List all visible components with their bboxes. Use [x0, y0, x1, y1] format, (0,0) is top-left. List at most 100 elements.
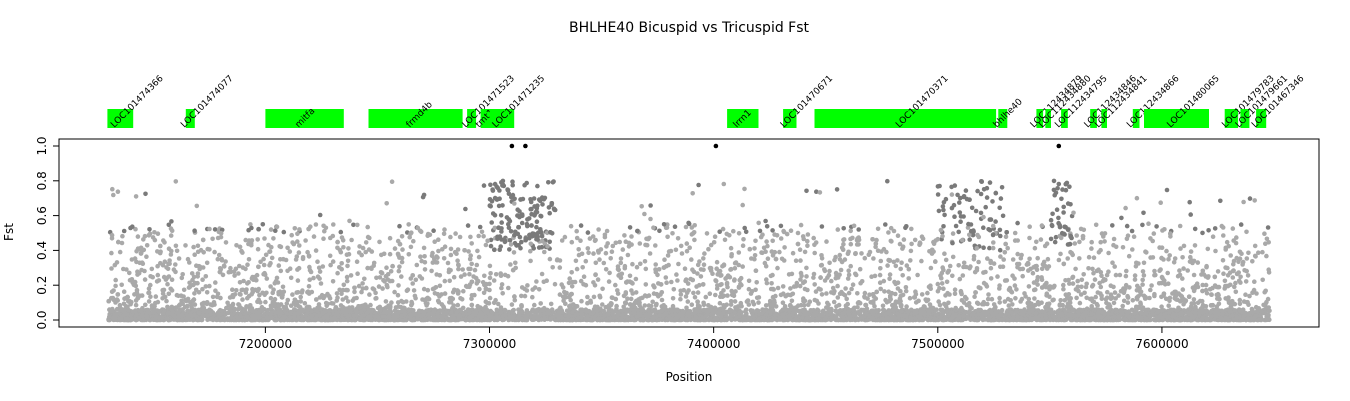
- fst-point: [862, 290, 868, 296]
- fst-point: [529, 211, 534, 217]
- fst-point: [346, 246, 351, 251]
- fst-point: [717, 268, 723, 274]
- fst-point: [780, 300, 786, 306]
- fst-point: [120, 233, 125, 239]
- fst-point: [840, 291, 846, 297]
- fst-point: [1188, 212, 1193, 217]
- fst-point: [297, 243, 302, 248]
- fst-point: [547, 256, 553, 262]
- fst-point: [973, 208, 979, 214]
- fst-point: [303, 238, 308, 243]
- fst-point: [635, 228, 640, 234]
- fst-point: [1200, 230, 1205, 236]
- fst-point: [610, 243, 616, 249]
- fst-point: [446, 267, 452, 273]
- fst-point: [1063, 278, 1068, 283]
- fst-point: [408, 231, 413, 237]
- fst-point: [878, 266, 883, 271]
- fst-point: [913, 292, 919, 297]
- fst-point: [724, 280, 730, 286]
- fst-point: [432, 239, 438, 244]
- fst-point: [978, 191, 984, 197]
- x-axis-label: Position: [665, 370, 713, 384]
- fst-point: [790, 250, 796, 256]
- fst-point: [422, 297, 428, 303]
- fst-point: [1111, 236, 1117, 242]
- fst-point: [1252, 279, 1257, 285]
- fst-point: [925, 290, 930, 296]
- fst-point: [395, 300, 401, 305]
- fst-point: [389, 179, 395, 184]
- fst-point: [683, 294, 689, 299]
- fst-point: [215, 256, 221, 262]
- fst-point: [187, 284, 193, 289]
- fst-point: [736, 284, 742, 290]
- fst-point: [1031, 287, 1037, 293]
- fst-point: [458, 274, 464, 279]
- fst-point: [266, 242, 271, 248]
- fst-point: [1156, 281, 1162, 286]
- fst-point: [1093, 294, 1098, 300]
- fst-point: [119, 240, 125, 246]
- fst-point: [1086, 254, 1092, 260]
- fst-point: [981, 225, 986, 230]
- fst-point: [1181, 243, 1187, 249]
- fst-point: [1154, 224, 1159, 229]
- fst-point: [742, 186, 747, 192]
- fst-point: [121, 228, 127, 234]
- fst-point: [637, 296, 643, 301]
- fst-point: [326, 294, 332, 299]
- fst-point: [258, 259, 263, 265]
- fst-point: [451, 274, 457, 280]
- fst-point: [1195, 300, 1201, 306]
- fst-point: [574, 235, 580, 241]
- fst-point: [1244, 229, 1249, 235]
- fst-point: [947, 263, 953, 269]
- fst-point: [296, 250, 302, 255]
- fst-point: [835, 227, 841, 232]
- fst-point: [689, 225, 695, 230]
- fst-point: [1077, 300, 1083, 306]
- fst-point: [788, 286, 793, 291]
- fst-point: [631, 301, 637, 307]
- fst-point: [701, 267, 706, 273]
- fst-point: [1204, 290, 1210, 296]
- fst-point: [1124, 268, 1129, 274]
- fst-point: [1172, 256, 1178, 261]
- fst-point: [466, 249, 471, 254]
- fst-point: [969, 205, 975, 211]
- fst-point: [617, 239, 622, 245]
- fst-point: [1146, 221, 1151, 226]
- fst-point: [955, 192, 960, 198]
- fst-point: [437, 283, 443, 289]
- fst-point: [361, 303, 366, 308]
- fst-point: [750, 299, 756, 305]
- fst-point: [268, 284, 273, 289]
- fst-point: [447, 300, 452, 305]
- fst-point: [160, 291, 166, 296]
- fst-point: [569, 291, 574, 297]
- fst-point: [1200, 268, 1206, 274]
- fst-point: [1099, 273, 1104, 279]
- fst-point: [1091, 255, 1097, 260]
- fst-point: [1074, 295, 1079, 301]
- fst-point: [492, 247, 497, 253]
- fst-point: [846, 290, 852, 296]
- fst-point: [281, 229, 287, 235]
- fst-point: [857, 300, 863, 306]
- fst-point: [388, 269, 394, 274]
- fst-point: [174, 248, 180, 254]
- fst-point: [531, 196, 537, 201]
- fst-point: [111, 192, 116, 198]
- fst-point: [183, 243, 188, 248]
- fst-point: [135, 234, 141, 239]
- fst-point: [482, 273, 487, 279]
- fst-point: [764, 239, 769, 244]
- fst-point: [568, 297, 573, 303]
- fst-point: [222, 264, 227, 269]
- fst-point: [985, 296, 991, 302]
- fst-point: [1015, 220, 1020, 226]
- fst-point: [313, 248, 319, 253]
- fst-point: [984, 185, 990, 191]
- fst-point: [176, 256, 182, 261]
